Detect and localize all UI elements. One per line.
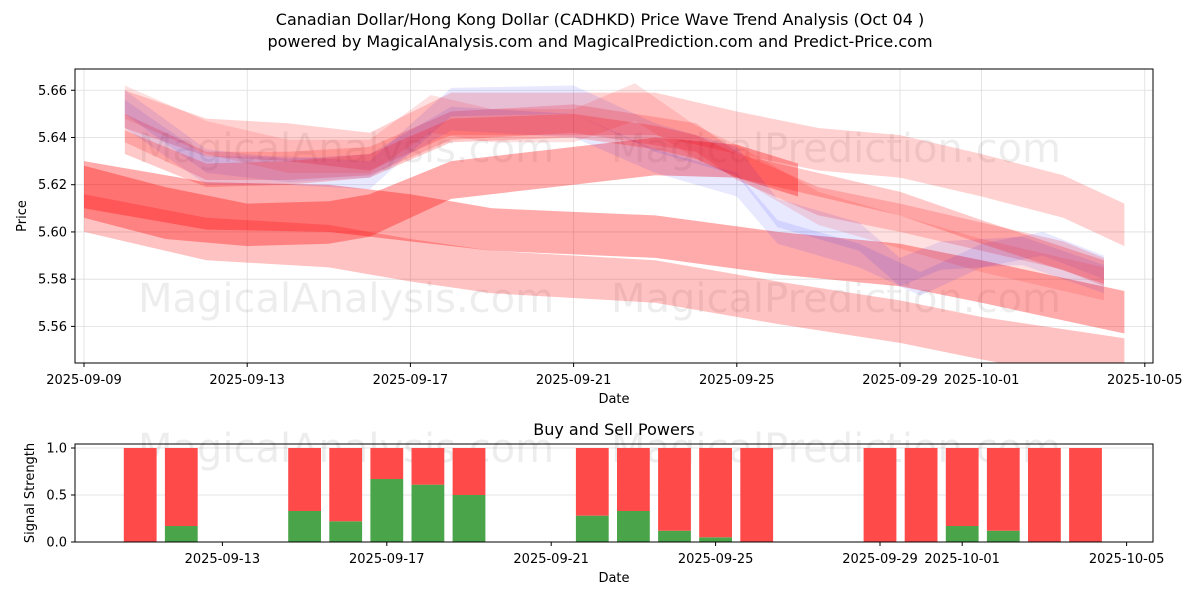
signal-x-tick-label: 2025-09-13 (185, 552, 261, 567)
signal-y-tick-label: 0.0 (46, 536, 67, 551)
signal-y-ticks: 0.0 0.5 1.0 (46, 442, 75, 551)
sell-bar (164, 448, 198, 527)
buy-bar (945, 526, 979, 542)
price-bands (84, 83, 1125, 363)
price-x-tick-label: 2025-10-05 (1107, 373, 1183, 388)
signal-x-tick-label: 2025-09-17 (349, 552, 425, 567)
price-y-tick-label: 5.64 (38, 131, 67, 146)
price-band-band-6 (124, 85, 1105, 294)
sell-bar (575, 448, 609, 516)
price-band-band-3 (84, 137, 798, 247)
buy-bar (411, 484, 445, 542)
watermarks-top: MagicalAnalysis.com MagicalPrediction.com… (138, 126, 1061, 322)
buy-bar (164, 526, 198, 542)
signal-y-label: Signal Strength (23, 443, 38, 543)
chart-title: Canadian Dollar/Hong Kong Dollar (CADHKD… (275, 10, 925, 29)
price-band-band-5 (124, 104, 1105, 287)
sell-bar (617, 448, 650, 511)
sell-bar (288, 448, 321, 511)
price-band-band-9 (124, 113, 1105, 284)
price-y-ticks: 5.56 5.58 5.60 5.62 5.64 5.66 (38, 84, 75, 335)
buy-bar (575, 515, 609, 542)
signal-chart-title: Buy and Sell Powers (533, 420, 695, 439)
signal-x-tick-label: 2025-09-29 (842, 552, 918, 567)
signal-axes-frame (74, 443, 1154, 543)
sell-bar (411, 448, 445, 485)
price-x-ticks: 2025-09-09 2025-09-13 2025-09-17 2025-09-21… (46, 363, 1183, 388)
price-y-tick-label: 5.60 (38, 225, 67, 240)
sell-bar (658, 448, 691, 531)
sell-bar (863, 448, 897, 542)
watermark-text: MagicalPrediction.com (611, 276, 1061, 322)
price-x-tick-label: 2025-09-25 (699, 373, 775, 388)
buy-bar (699, 537, 732, 542)
price-y-label: Price (15, 200, 30, 232)
price-y-tick-label: 5.62 (38, 178, 67, 193)
signal-x-tick-label: 2025-10-01 (924, 552, 1000, 567)
price-axes-frame (74, 68, 1154, 364)
buy-bar (370, 479, 404, 542)
price-x-tick-label: 2025-10-01 (944, 373, 1020, 388)
price-x-tick-label: 2025-09-21 (536, 373, 612, 388)
chart-subtitle: powered by MagicalAnalysis.com and Magic… (267, 32, 933, 51)
signal-x-tick-label: 2025-10-05 (1089, 552, 1165, 567)
price-x-tick-label: 2025-09-17 (373, 373, 449, 388)
buy-bar (452, 495, 486, 542)
price-grid (75, 69, 1153, 363)
price-band-band-4 (124, 90, 1125, 247)
price-y-tick-label: 5.66 (38, 84, 67, 99)
buy-bar (288, 510, 321, 542)
sell-bar (1069, 448, 1102, 542)
price-band-band-7 (124, 90, 1105, 296)
buy-bar (617, 510, 650, 542)
price-x-label: Date (598, 392, 629, 407)
signal-x-label: Date (598, 571, 629, 586)
price-x-tick-label: 2025-09-29 (862, 373, 938, 388)
sell-bar (986, 448, 1020, 531)
price-y-tick-label: 5.56 (38, 320, 67, 335)
price-x-tick-label: 2025-09-13 (209, 373, 285, 388)
signal-y-tick-label: 1.0 (46, 442, 67, 457)
sell-bar (699, 448, 732, 538)
buy-bar (986, 530, 1020, 542)
signal-x-ticks: 2025-09-13 2025-09-17 2025-09-21 2025-09-25… (185, 542, 1165, 567)
sell-bar (1028, 448, 1061, 542)
sell-bar (904, 448, 938, 542)
buy-bar (658, 530, 691, 542)
sell-bar (370, 448, 404, 480)
price-band-band-2 (84, 194, 1125, 363)
price-y-tick-label: 5.58 (38, 273, 67, 288)
price-band-band-1 (84, 161, 1125, 334)
price-band-band-8 (124, 83, 1105, 301)
buy-bar (329, 521, 363, 542)
watermark-text: MagicalAnalysis.com (138, 126, 554, 172)
sell-bar (123, 448, 157, 542)
price-x-tick-label: 2025-09-09 (46, 373, 122, 388)
sell-bar (740, 448, 774, 542)
watermark-text: MagicalPrediction.com (611, 126, 1061, 172)
sell-bar (945, 448, 979, 527)
watermark-text: MagicalAnalysis.com (138, 276, 554, 322)
sell-bar (329, 448, 363, 522)
sell-bar (452, 448, 486, 495)
signal-bars (123, 448, 1102, 542)
signal-x-tick-label: 2025-09-25 (678, 552, 754, 567)
signal-y-tick-label: 0.5 (46, 489, 67, 504)
signal-x-tick-label: 2025-09-21 (513, 552, 589, 567)
